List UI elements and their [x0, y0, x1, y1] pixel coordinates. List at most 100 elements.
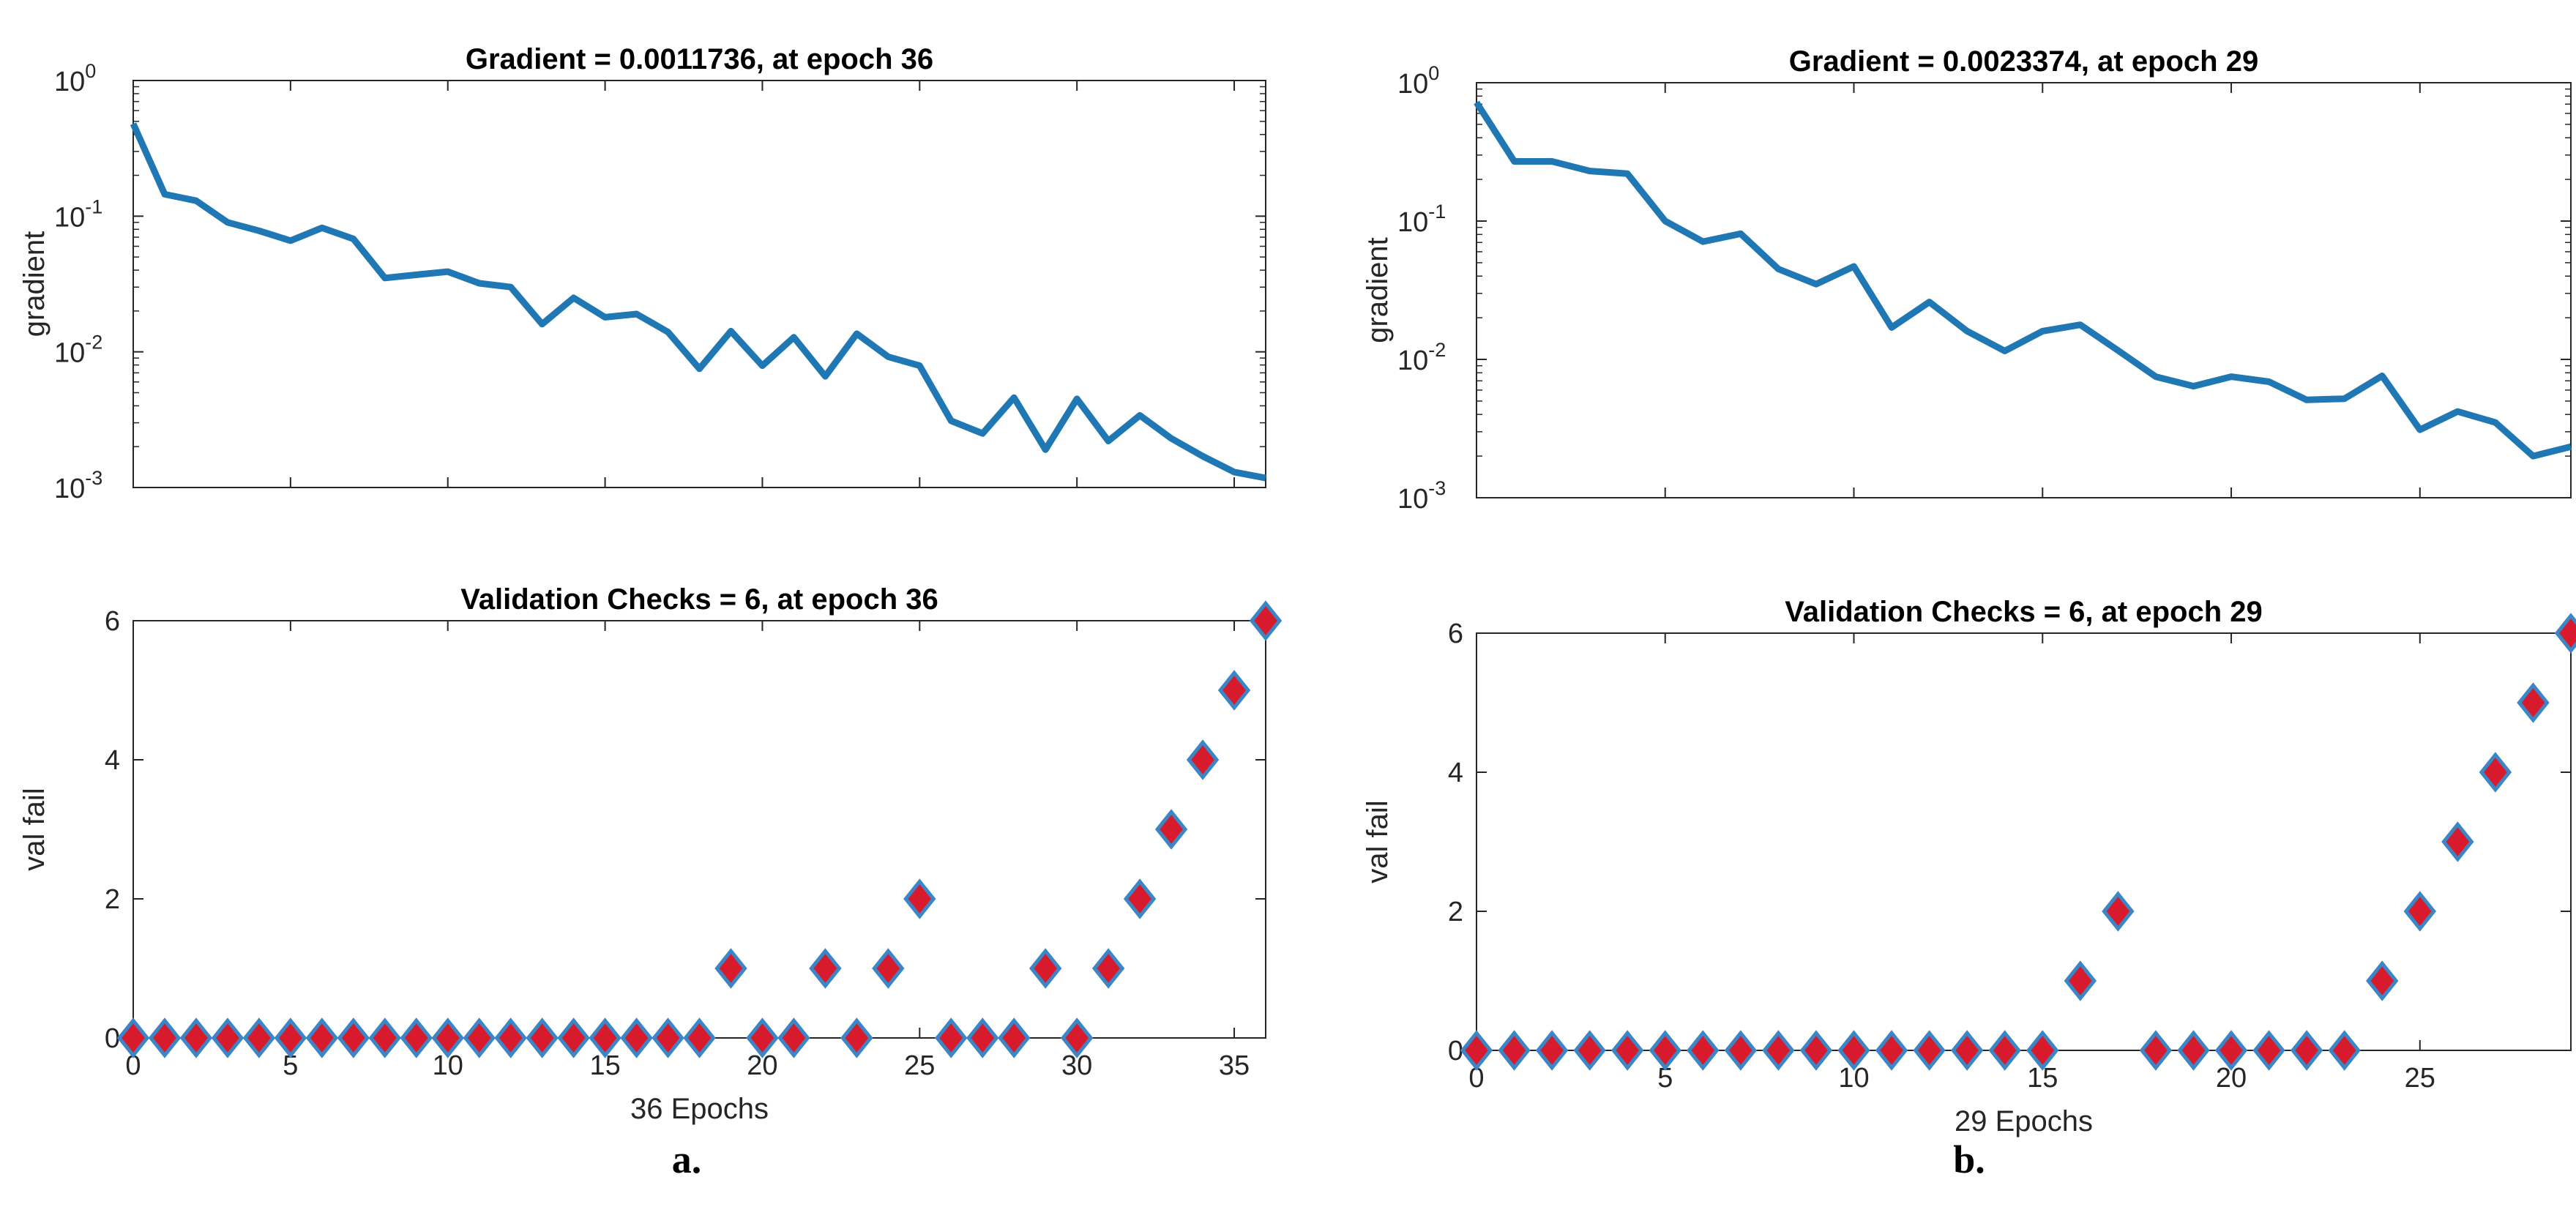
y-tick-label: 10-2 — [54, 332, 102, 369]
y-axis-label: val fail — [18, 788, 51, 870]
val-fail-marker — [2026, 1030, 2059, 1071]
val-fail-marker — [1091, 948, 1125, 989]
val-fail-marker — [494, 1017, 527, 1058]
val-fail-marker — [2479, 752, 2512, 793]
y-axis-label: gradient — [1362, 237, 1394, 343]
y-tick-label: 0 — [105, 1023, 120, 1054]
val-fail-marker — [1186, 739, 1220, 780]
val-fail-marker — [242, 1017, 276, 1058]
val-fail-marker — [400, 1017, 433, 1058]
x-axis-label: 29 Epochs — [1955, 1105, 2093, 1137]
gradient-line — [130, 122, 1266, 482]
val-fail-marker — [2403, 891, 2436, 932]
val-fail-marker — [2064, 960, 2097, 1001]
val-fail-marker — [2517, 682, 2550, 723]
val-fail-marker — [148, 1017, 182, 1058]
val-fail-marker — [1573, 1030, 1606, 1071]
val-fail-marker — [1535, 1030, 1569, 1071]
y-tick-label: 4 — [1448, 758, 1463, 788]
val-fail-marker — [714, 948, 747, 989]
val-fail-marker — [2554, 613, 2576, 654]
x-tick-label: 5 — [1657, 1063, 1673, 1094]
val-fail-marker — [2252, 1030, 2285, 1071]
val-fail-marker — [1988, 1030, 2021, 1071]
panel-label-a: a. — [672, 1137, 702, 1181]
val-fail-marker — [1611, 1030, 1644, 1071]
val-fail-marker — [1028, 948, 1062, 989]
val-fail-marker — [179, 1017, 213, 1058]
y-tick-label: 2 — [105, 884, 120, 915]
plot-title: Validation Checks = 6, at epoch 29 — [1785, 596, 2262, 628]
val-fail-marker — [557, 1017, 590, 1058]
val-fail-marker — [211, 1017, 244, 1058]
val-fail-marker — [1724, 1030, 1758, 1071]
val-fail-marker — [2328, 1030, 2361, 1071]
val-fail-marker — [1950, 1030, 1984, 1071]
y-tick-label: 2 — [1448, 897, 1463, 927]
val-fail-marker — [1498, 1030, 1531, 1071]
val-fail-marker — [683, 1017, 716, 1058]
val-fail-marker — [305, 1017, 339, 1058]
plot-title: Gradient = 0.0023374, at epoch 29 — [1789, 45, 2258, 78]
val-fail-marker — [935, 1017, 968, 1058]
y-tick-label: 10-3 — [54, 467, 102, 504]
y-tick-label: 10-2 — [1397, 339, 1446, 376]
val-fail-marker — [1762, 1030, 1795, 1071]
val-fail-marker — [872, 948, 905, 989]
val-fail-marker — [337, 1017, 370, 1058]
val-fail-marker — [1799, 1030, 1833, 1071]
panels: 100 10-1 10-2 10-3 Gradient = 0.0011736, at … — [18, 43, 2576, 1137]
x-tick-label: 25 — [2405, 1063, 2435, 1094]
val-fail-marker — [620, 1017, 653, 1058]
plot-area-3 — [1476, 632, 2572, 1051]
gradient-line — [1474, 100, 2572, 460]
val-fail-marker — [1913, 1030, 1946, 1071]
plot-title: Gradient = 0.0011736, at epoch 36 — [466, 43, 933, 75]
val-fail-marker — [368, 1017, 401, 1058]
x-tick-label: 0 — [125, 1050, 141, 1081]
x-tick-label: 0 — [1468, 1063, 1484, 1094]
val-fail-marker — [463, 1017, 496, 1058]
val-fail-marker — [777, 1017, 810, 1058]
val-fail-marker — [1060, 1017, 1094, 1058]
panel-label-b: b. — [1953, 1137, 1985, 1181]
plot-area-1 — [132, 620, 1266, 1039]
chart-panel-2: 100 10-1 10-2 10-3 Gradient = 0.0023374, at … — [1362, 45, 2572, 515]
y-axis-label: gradient — [18, 231, 51, 337]
val-fail-marker — [1123, 878, 1157, 919]
val-fail-marker — [1837, 1030, 1870, 1071]
y-tick-label: 100 — [54, 60, 96, 97]
val-fail-marker — [2139, 1030, 2173, 1071]
val-fail-marker — [589, 1017, 621, 1058]
val-fail-marker — [1217, 670, 1251, 711]
val-fail-marker — [116, 1017, 150, 1058]
chart-panel-0: 100 10-1 10-2 10-3 Gradient = 0.0011736, at … — [18, 43, 1266, 504]
y-tick-label: 0 — [1448, 1036, 1463, 1066]
x-axis-label: 36 Epochs — [630, 1093, 769, 1125]
val-fail-marker — [746, 1017, 779, 1058]
plot-area-0 — [132, 80, 1266, 488]
val-fail-marker — [840, 1017, 873, 1058]
y-tick-label: 10-1 — [1397, 201, 1446, 238]
val-fail-marker — [431, 1017, 464, 1058]
plot-area-2 — [1476, 82, 2572, 498]
val-fail-marker — [998, 1017, 1031, 1058]
val-fail-marker — [1875, 1030, 1908, 1071]
x-tick-label: 35 — [1219, 1050, 1250, 1081]
y-tick-label: 6 — [1448, 619, 1463, 649]
val-fail-marker — [2290, 1030, 2323, 1071]
val-fail-marker — [274, 1017, 307, 1058]
val-fail-marker — [903, 878, 936, 919]
val-fail-marker — [526, 1017, 559, 1058]
val-fail-marker — [966, 1017, 999, 1058]
val-fail-marker — [652, 1017, 684, 1058]
val-fail-marker — [1649, 1030, 1681, 1071]
val-fail-marker — [2177, 1030, 2210, 1071]
val-fail-marker — [2366, 960, 2399, 1001]
val-fail-marker — [2214, 1030, 2248, 1071]
y-tick-label: 4 — [105, 745, 120, 776]
x-tick-label: 5 — [283, 1050, 298, 1081]
